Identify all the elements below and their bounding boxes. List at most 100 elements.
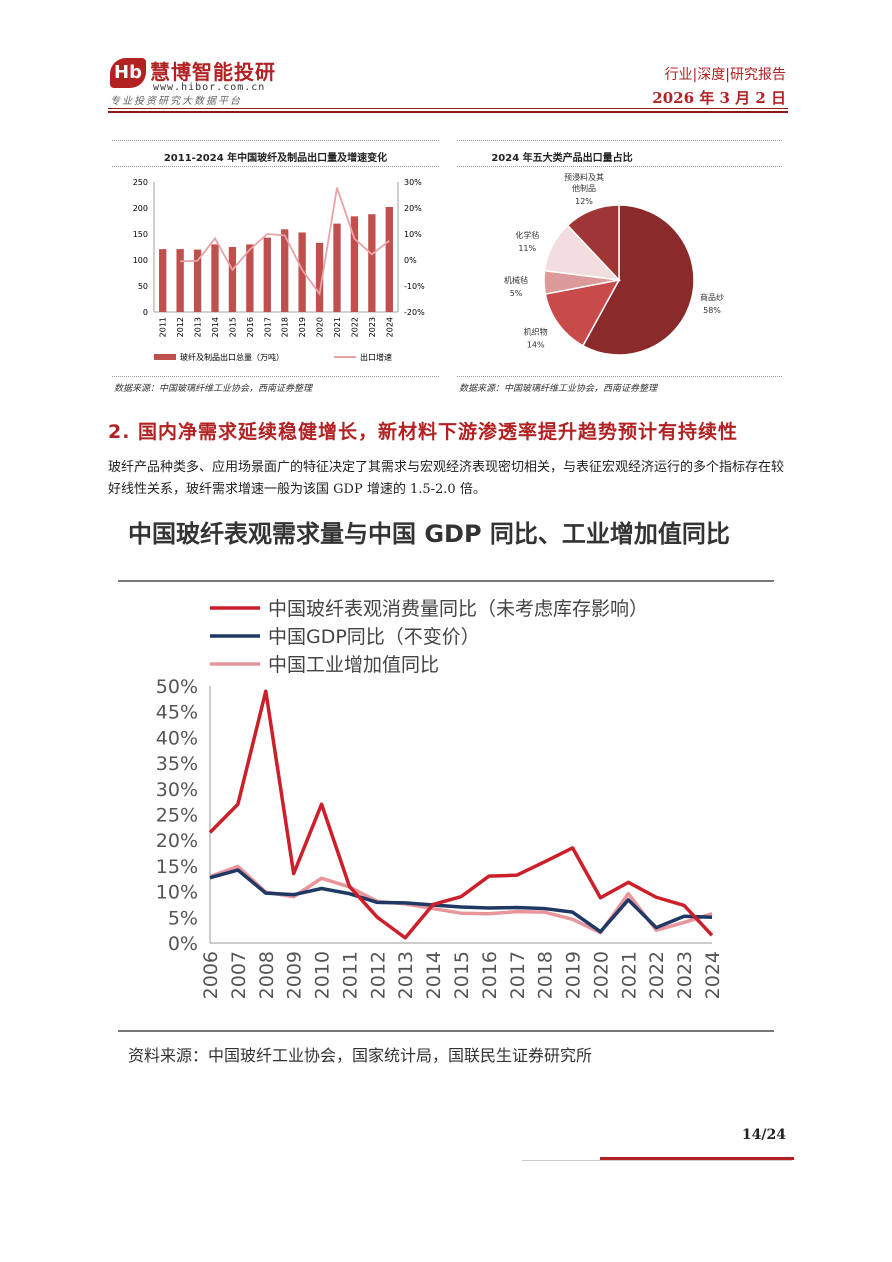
chart3-y-tick: 40%: [156, 727, 198, 749]
chart1-x-tick: 2018: [281, 317, 290, 337]
chart1-x-tick: 2023: [368, 317, 377, 337]
chart1-x-tick: 2013: [194, 317, 203, 337]
chart2-slice-pct: 11%: [518, 244, 536, 253]
chart3-x-tick: 2006: [200, 951, 222, 999]
chart1-bar: [159, 249, 167, 312]
chart1-right-tick: -10%: [404, 282, 425, 291]
chart2-top-rule: [457, 140, 782, 141]
chart3-x-tick: 2022: [646, 951, 668, 999]
chart2-slice-label: 预浸料及其: [564, 172, 604, 182]
chart1-x-tick: 2021: [333, 317, 342, 337]
chart3-x-labels: 2006 2007 2008 2009 2010 2011 2012 2013 2014 2015…: [200, 951, 724, 999]
chart2-slice-label: 机械毡: [504, 275, 528, 285]
chart3-source: 资料来源：中国玻纤工业协会，国家统计局，国联民生证券研究所: [128, 1046, 593, 1065]
chart3-x-tick: 2024: [702, 951, 724, 999]
chart1-bar: [246, 244, 254, 312]
logo-slogan: 专业投资研究大数据平台: [110, 96, 242, 107]
chart3-series-line: [209, 868, 713, 934]
chart2-slice-label: 化学毡: [515, 230, 539, 240]
chart3-title: 中国玻纤表观需求量与中国 GDP 同比、工业增加值同比: [128, 520, 730, 548]
chart1-bottom-rule: [112, 376, 439, 377]
page-number: 14/24: [741, 1127, 786, 1143]
header-rule: [108, 108, 788, 109]
chart1-left-tick: 0: [143, 308, 148, 317]
chart3-source-rule: [118, 1030, 774, 1032]
chart1-left-tick: 100: [133, 256, 148, 265]
chart1-x-tick: 2016: [246, 317, 255, 337]
chart1-title-rule: [112, 166, 439, 167]
chart2-slice-label: 商品纱: [700, 292, 724, 302]
chart3-x-tick: 2015: [451, 951, 473, 999]
footer-accent-rule: [600, 1157, 794, 1160]
chart1-left-tick: 150: [133, 230, 148, 239]
chart3-y-tick: 5%: [168, 907, 198, 929]
chart3-axes: [209, 686, 712, 944]
chart3-x-tick: 2013: [395, 951, 417, 999]
chart1-right-tick: 20%: [404, 204, 422, 213]
chart1-gridlines: [153, 182, 399, 313]
chart3-series-line: [208, 689, 714, 940]
chart1-x-tick: 2022: [350, 317, 359, 337]
chart3-x-tick: 2012: [367, 951, 389, 999]
chart3-y-tick: 20%: [156, 830, 198, 852]
chart1-legend-bar-label: 玻纤及制品出口总量（万吨）: [180, 352, 284, 362]
chart3-x-tick: 2014: [423, 951, 445, 999]
chart3-x-tick: 2019: [563, 951, 585, 999]
chart1-x-tick: 2024: [385, 317, 394, 337]
chart2-slice-pct: 12%: [575, 197, 593, 206]
chart1-x-tick: 2019: [298, 317, 307, 337]
chart3-x-tick: 2007: [228, 951, 250, 999]
chart3-y-tick: 45%: [156, 702, 198, 724]
chart3-x-tick: 2021: [618, 951, 640, 999]
chart2-slices: [543, 204, 695, 356]
chart3-y-tick: 30%: [156, 779, 198, 801]
chart3-y-tick: 15%: [156, 856, 198, 878]
chart3-svg: 中国玻纤表观消费量同比（未考虑库存影响） 中国GDP同比（不变价） 中国工业增加值同…: [156, 598, 724, 999]
chart2-slice: [544, 278, 621, 347]
chart1-bar: [281, 229, 289, 312]
chart3-title-rule: [118, 580, 774, 582]
chart1-right-tick: 0%: [404, 256, 417, 265]
chart3-legend-label: 中国工业增加值同比: [268, 654, 439, 676]
chart1-x-tick: 2014: [211, 317, 220, 337]
section-title: 2. 国内净需求延续稳健增长，新材料下游渗透率提升趋势预计有持续性: [108, 421, 739, 443]
chart1-right-tick: 10%: [404, 230, 422, 239]
chart1-svg: 250 200 150 100 50 0 30% 20% 10% 0% -10% -20% 2011…: [133, 178, 425, 362]
footer-rule: [522, 1160, 792, 1161]
chart3-x-tick: 2008: [256, 951, 278, 999]
chart3-y-tick: 25%: [156, 805, 198, 827]
chart1-right-tick: 30%: [404, 178, 422, 187]
chart1-bar: [263, 237, 271, 312]
chart3-y-tick: 35%: [156, 753, 198, 775]
chart3-legend-label: 中国GDP同比（不变价）: [268, 626, 480, 648]
section-body: 玻纤产品种类多、应用场景面广的特征决定了其需求与宏观经济表现密切相关，与表征宏观…: [108, 460, 785, 497]
chart2-slice: [566, 204, 620, 282]
chart3-x-tick: 2018: [535, 951, 557, 999]
chart1-bar: [350, 216, 359, 312]
chart3-series-line: [209, 864, 713, 935]
header-rule-thick: [108, 111, 788, 113]
logo-mark: Hb: [110, 58, 146, 88]
chart2-slice-label: 机织物: [524, 327, 548, 337]
chart1-right-axis-labels: 30% 20% 10% 0% -10% -20%: [404, 178, 425, 317]
chart1-source: 数据来源：中国玻璃纤维工业协会，西南证券整理: [114, 384, 313, 394]
chart1-growth-line: [180, 187, 390, 297]
chart3-legend: 中国玻纤表观消费量同比（未考虑库存影响） 中国GDP同比（不变价） 中国工业增加值同…: [210, 598, 648, 676]
chart2-source: 数据来源：中国玻璃纤维工业协会，西南证券整理: [459, 384, 658, 394]
chart1-right-tick: -20%: [404, 308, 425, 317]
chart1-bars: [159, 206, 393, 312]
chart3-x-tick: 2016: [479, 951, 501, 999]
chart3-x-tick: 2017: [507, 951, 529, 999]
chart1-left-tick: 50: [138, 282, 148, 291]
chart1-left-tick: 250: [133, 178, 148, 187]
logo-name: 慧博智能投研: [150, 60, 276, 84]
chart2-slice: [581, 204, 695, 356]
chart3-y-tick: 0%: [168, 933, 198, 955]
chart3-y-tick: 10%: [156, 882, 198, 904]
chart1-x-labels: 2011 2012 2013 2014 2015 2016 2017 2018 2019 2020…: [159, 317, 395, 337]
chart3-x-tick: 2011: [339, 951, 361, 999]
chart2-bottom-rule: [457, 376, 782, 377]
chart1-top-rule: [112, 140, 439, 141]
chart2-slice-pct: 58%: [703, 306, 721, 315]
